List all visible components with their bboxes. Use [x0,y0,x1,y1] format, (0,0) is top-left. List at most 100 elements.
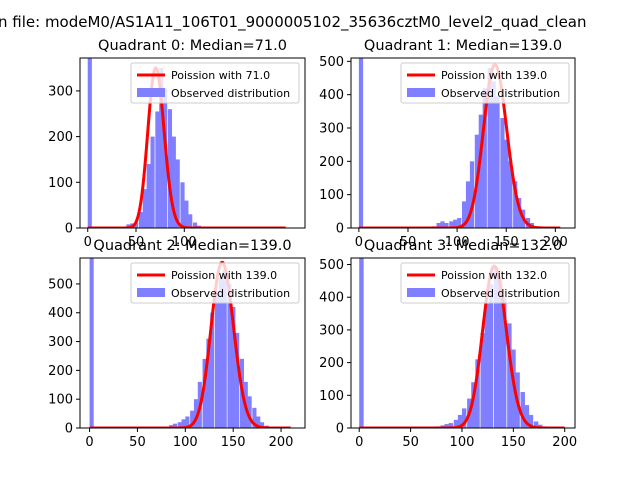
quadrant-0-hist-bar [167,109,173,228]
quadrant-3-hist-bar [475,359,480,428]
quadrant-0-hist-bar [171,136,176,228]
quadrant-0-hist-bar [150,136,155,228]
quadrant-3-hist-bar [533,421,539,428]
quadrant-3-xtick-label: 100 [450,435,475,450]
quadrant-0-hist-bar [126,224,131,228]
quadrant-2-legend-hist-swatch [137,288,165,297]
quadrant-2-xtick-label: 150 [221,435,246,450]
quadrant-3-hist-bar [507,323,512,428]
quadrant-1-xtick-label: 100 [445,235,470,250]
quadrant-1-ytick-label: 400 [319,88,344,103]
quadrant-3-ytick-label: 0 [336,422,344,437]
quadrant-1-xtick-label: 50 [400,235,417,250]
quadrant-1-plot-area [358,58,561,228]
quadrant-3-xtick-label: 200 [552,435,577,450]
quadrant-3-hist-bar [480,333,485,428]
quadrant-1-ytick-label: 100 [319,188,344,203]
quadrant-2-hist-bar [260,422,265,428]
quadrant-2-hist-bar [190,410,195,428]
quadrant-3-poisson-line [358,264,566,428]
quadrant-3-legend-hist-swatch [407,288,435,297]
quadrant-2-hist-bar [218,278,223,428]
quadrant-0-xtick-label: 0 [84,235,92,250]
quadrant-2-hist-bar [235,332,240,428]
quadrant-1-legend-box [400,62,570,104]
quadrant-0-hist-bar [184,200,189,228]
quadrant-1-hist-bar [436,223,441,228]
quadrant-0-hist-bar [192,222,198,228]
quadrant-1-hist-bar [495,96,500,228]
quadrant-2-hist-bar [231,306,236,428]
quadrant-3-hist-bar [524,405,530,428]
quadrant-0-hist-bar [175,159,180,228]
quadrant-1-hist-bar [457,218,462,228]
quadrant-0-ytick-label: 100 [48,176,73,191]
quadrant-0-hist-bar [180,182,185,228]
quadrant-0-hist-bar [146,164,151,228]
quadrant-0-ytick-label: 300 [48,84,73,99]
quadrant-3-legend-poisson-label: Poission with 132.0 [441,269,547,282]
quadrant-2-hist-bar [227,283,232,428]
quadrant-1-title: Quadrant 1: Median=139.0 [364,38,562,54]
quadrant-1-hist-bar [444,223,449,228]
quadrant-2-xtick-label: 50 [129,435,146,450]
quadrant-0-xtick-label: 100 [172,235,197,250]
quadrant-1-hist-bar [462,201,467,228]
quadrant-2-hist-bar [89,258,94,428]
quadrant-3-legend: Poission with 132.0 Observed distribution [400,262,570,304]
quadrant-2-title: Quadrant 2: Median=139.0 [93,238,291,254]
quadrant-0-chart: 0 50 100 0 100 200 300 Poission with 71.0 Observ… [48,38,306,250]
quadrant-1-hist-bar [453,219,458,228]
quadrant-1-legend-hist-label: Observed distribution [441,87,560,100]
quadrant-0-axes-frame [79,57,306,229]
quadrant-2-hist-bar [172,423,177,428]
quadrant-3-hist-bar [461,408,467,428]
quadrant-3-hist-bar [457,414,463,428]
quadrant-1-poisson-line [358,63,561,228]
quadrant-0-legend-hist-swatch [137,88,165,97]
quadrant-2-xtick-label: 200 [269,435,294,450]
quadrant-2-ytick-label: 500 [48,277,73,292]
quadrant-3-hist-bar [502,297,507,428]
quadrant-1-legend-hist-swatch [407,88,435,97]
quadrant-0-ytick-label: 0 [65,222,73,237]
quadrant-1-legend-poisson-label: Poission with 139.0 [441,69,547,82]
quadrant-0-legend-hist-label: Observed distribution [171,87,290,100]
quadrant-3-hist-bar [484,303,489,428]
quadrant-3-ytick-label: 100 [319,389,344,404]
quadrant-2-hist-bar [210,312,215,428]
quadrant-2-hist-bar [185,416,190,428]
quadrant-1-legend: Poission with 139.0 Observed distribution [400,62,570,104]
quadrant-2-legend-poisson-label: Poission with 139.0 [171,269,277,282]
quadrant-1-hist-bar [440,221,445,228]
quadrant-0-legend-box [130,62,300,104]
quadrant-3-hist-bar [528,414,534,428]
quadrant-3-legend-hist-label: Observed distribution [441,287,560,300]
quadrant-1-chart: 0 50 100 150 200 0 100 200 300 400 500 Poission wit… [319,38,576,250]
quadrant-0-hist-bar [138,212,144,228]
quadrant-1-xtick-label: 150 [494,235,519,250]
quadrant-0-xtick-label: 50 [128,235,145,250]
quadrant-3-hist-bar [493,267,499,428]
quadrant-3-ytick-label: 300 [319,323,344,338]
quadrant-2-hist-bar [177,422,182,428]
quadrant-3-ytick-label: 200 [319,356,344,371]
quadrant-1-hist-bar [504,139,509,228]
quadrant-1-hist-bar [508,161,513,228]
quadrant-2-hist-bar [215,292,220,428]
quadrant-1-hist-bar [482,88,487,228]
quadrant-0-legend: Poission with 71.0 Observed distribution [130,62,300,104]
quadrant-3-hist-bar [453,419,459,428]
quadrant-2-ytick-label: 0 [65,422,73,437]
quadrant-1-hist-bar [358,58,364,228]
quadrant-3-legend-box [400,262,570,304]
quadrant-2-hist-bar [256,416,261,428]
quadrant-1-ytick-label: 500 [319,55,344,70]
quadrant-2-xtick-label: 0 [85,435,93,450]
quadrant-3-hist-bar [520,392,525,428]
quadrant-3-hist-bar [359,258,364,428]
quadrant-2-ytick-label: 200 [48,364,73,379]
quadrant-2-ytick-label: 100 [48,393,73,408]
